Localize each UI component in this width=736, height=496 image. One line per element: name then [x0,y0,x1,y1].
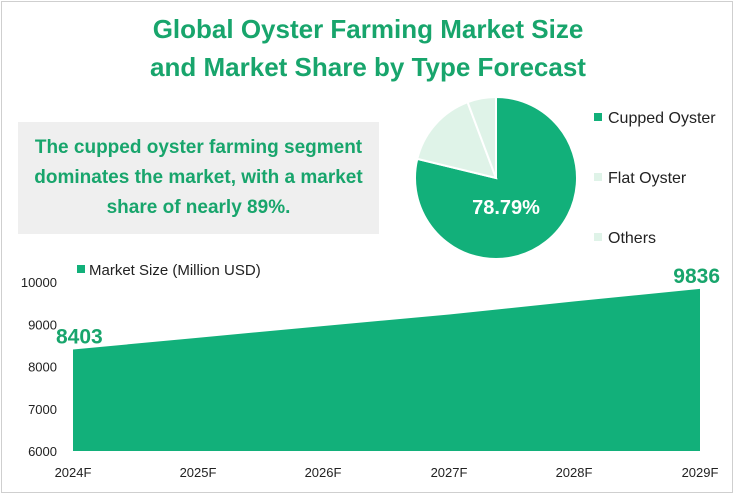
pie-slice [416,100,498,180]
chart-title-line-2: and Market Share by Type Forecast [150,52,586,82]
pie-value-label: 78.79% [472,197,540,219]
x-tick-label: 2029F [682,465,719,480]
x-tick-label: 2025F [180,465,217,480]
data-label-last: 9836 [673,265,720,288]
y-tick-label: 10000 [21,275,57,290]
chart-title: Global Oyster Farming Market Size and Ma… [0,10,736,86]
legend-label: Others [608,230,656,247]
callout-text: The cupped oyster farming segment domina… [34,137,363,218]
legend-marker [594,233,602,241]
pie-legend: Cupped Oyster Flat Oyster Others [594,110,716,247]
chart-title-line-1: Global Oyster Farming Market Size [152,14,584,44]
y-tick-label: 9000 [28,317,57,332]
area-chart: 6000 7000 8000 9000 10000 2024F 2025F 2026F 2027… [21,262,720,480]
y-tick-label: 8000 [28,360,57,375]
data-label-first: 8403 [56,325,103,348]
legend-marker [594,173,602,181]
x-tick-label: 2027F [431,465,468,480]
legend-label: Cupped Oyster [608,110,716,127]
area-series-market-size [73,288,700,451]
x-tick-label: 2024F [55,465,92,480]
pie-slice [466,95,497,179]
area-legend-marker [77,265,85,273]
pie-chart: 78.79% [414,95,578,260]
x-tick-label: 2026F [305,465,342,480]
x-tick-label: 2028F [556,465,593,480]
legend-label: Flat Oyster [608,170,687,187]
callout-box: The cupped oyster farming segment domina… [18,122,379,234]
y-tick-label: 7000 [28,402,57,417]
legend-marker [594,113,602,121]
area-legend-label: Market Size (Million USD) [89,262,261,279]
y-tick-label: 6000 [28,444,57,459]
